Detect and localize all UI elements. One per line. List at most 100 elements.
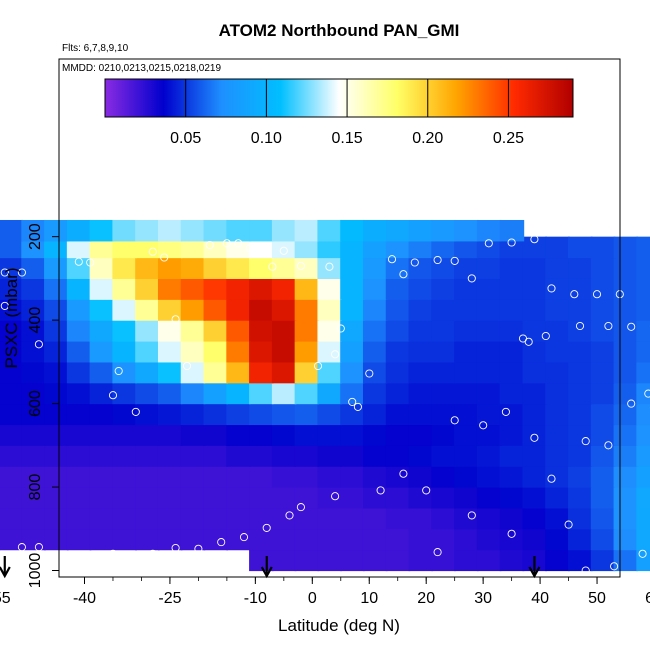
heatmap-cell	[203, 219, 229, 242]
heatmap-cell	[294, 424, 320, 446]
heatmap-cell	[66, 278, 92, 300]
heatmap-cell	[157, 278, 183, 300]
heatmap-cell	[431, 361, 456, 384]
heatmap-cell	[476, 382, 502, 405]
heatmap-cell	[21, 299, 46, 321]
heatmap-cell	[408, 507, 434, 530]
heatmap-cell	[317, 549, 342, 572]
heatmap-cell	[203, 236, 229, 259]
heatmap-cell	[636, 236, 650, 259]
heatmap-cell	[112, 361, 137, 384]
heatmap-cell	[317, 382, 342, 405]
plot-border	[58, 58, 621, 578]
heatmap-cell	[203, 528, 229, 551]
heatmap-cell	[545, 549, 570, 572]
data-point	[592, 290, 602, 299]
heatmap-cell	[590, 361, 616, 384]
heatmap-cell	[476, 528, 502, 551]
heatmap-cell	[226, 219, 251, 242]
heatmap-cell	[203, 278, 229, 300]
data-point	[507, 529, 516, 538]
heatmap-cell	[568, 299, 593, 321]
heatmap-cell	[636, 466, 650, 488]
heatmap-cell	[431, 236, 456, 259]
heatmap-cell	[271, 466, 297, 488]
heatmap-cell	[249, 466, 274, 488]
heatmap-cell	[454, 528, 479, 551]
heatmap-cell	[636, 320, 650, 342]
heatmap-cell	[317, 528, 342, 551]
heatmap-cell	[545, 257, 570, 279]
heatmap-cell	[226, 320, 251, 342]
data-point	[171, 543, 180, 553]
heatmap-cell	[385, 236, 411, 259]
x-tick-label: 10	[360, 590, 378, 607]
heatmap-cell	[522, 445, 547, 467]
heatmap-cell	[157, 403, 183, 426]
heatmap-cell	[271, 340, 297, 363]
heatmap-cell	[226, 361, 251, 384]
heatmap-cell	[476, 403, 502, 426]
heatmap-cell	[613, 361, 639, 384]
heatmap-cell	[545, 445, 570, 467]
heatmap-cell	[157, 382, 183, 405]
heatmap-cell	[454, 320, 479, 342]
data-point	[353, 402, 362, 411]
heatmap-cell	[0, 507, 24, 530]
heatmap-cell	[431, 487, 456, 509]
heatmap-cell	[317, 278, 342, 300]
y-axis: 200 400 600 800 1000	[27, 223, 59, 588]
heatmap-cell	[203, 424, 229, 446]
heatmap-cell	[476, 487, 502, 509]
heatmap-cell	[590, 382, 616, 405]
heatmap-cell	[590, 507, 616, 530]
heatmap-cell	[66, 487, 92, 509]
heatmap-cell	[568, 549, 593, 572]
y-tick-label: 600	[27, 390, 44, 417]
heatmap-cell	[157, 320, 183, 342]
heatmap-cell	[271, 299, 297, 321]
heatmap-cell	[545, 487, 570, 509]
heatmap-cell	[0, 382, 24, 405]
heatmap-cell	[271, 424, 297, 446]
heatmap-cell	[135, 257, 160, 279]
heatmap-cell	[89, 403, 115, 426]
data-point	[507, 238, 516, 247]
heatmap-cell	[180, 424, 206, 446]
heatmap-cell	[408, 219, 434, 242]
heatmap-cell	[44, 278, 69, 300]
data-point	[530, 235, 539, 244]
heatmap-cell	[545, 361, 570, 384]
heatmap-cell	[271, 278, 297, 300]
heatmap-cell	[431, 403, 456, 426]
heatmap-cell	[499, 528, 525, 551]
heatmap-cell	[408, 403, 434, 426]
heatmap-cell	[385, 278, 411, 300]
heatmap-cell	[431, 382, 456, 405]
heatmap-cell	[545, 320, 570, 342]
heatmap-cell	[522, 361, 547, 384]
heatmap-cell	[636, 340, 650, 363]
heatmap-cell	[636, 403, 650, 426]
heatmap-cell	[135, 361, 160, 384]
heatmap-cell	[44, 466, 69, 488]
heatmap-cell	[522, 257, 547, 279]
heatmap-cell	[408, 528, 434, 551]
heatmap-cell	[249, 278, 274, 300]
heatmap-cell	[135, 528, 160, 551]
heatmap-cell	[21, 219, 46, 242]
heatmap-cell	[0, 424, 24, 446]
heatmap-cell	[21, 320, 46, 342]
heatmap-cell	[522, 466, 547, 488]
heatmap-cell	[317, 361, 342, 384]
heatmap-cell	[499, 278, 525, 300]
heatmap-cell	[317, 403, 342, 426]
heatmap-cell	[362, 549, 388, 572]
heatmap-cell	[362, 507, 388, 530]
heatmap-cell	[545, 236, 570, 259]
heatmap-cell	[180, 278, 206, 300]
data-point	[108, 549, 118, 558]
heatmap-cell	[157, 507, 183, 530]
heatmap-cell	[203, 445, 229, 467]
heatmap-cell	[454, 507, 479, 530]
